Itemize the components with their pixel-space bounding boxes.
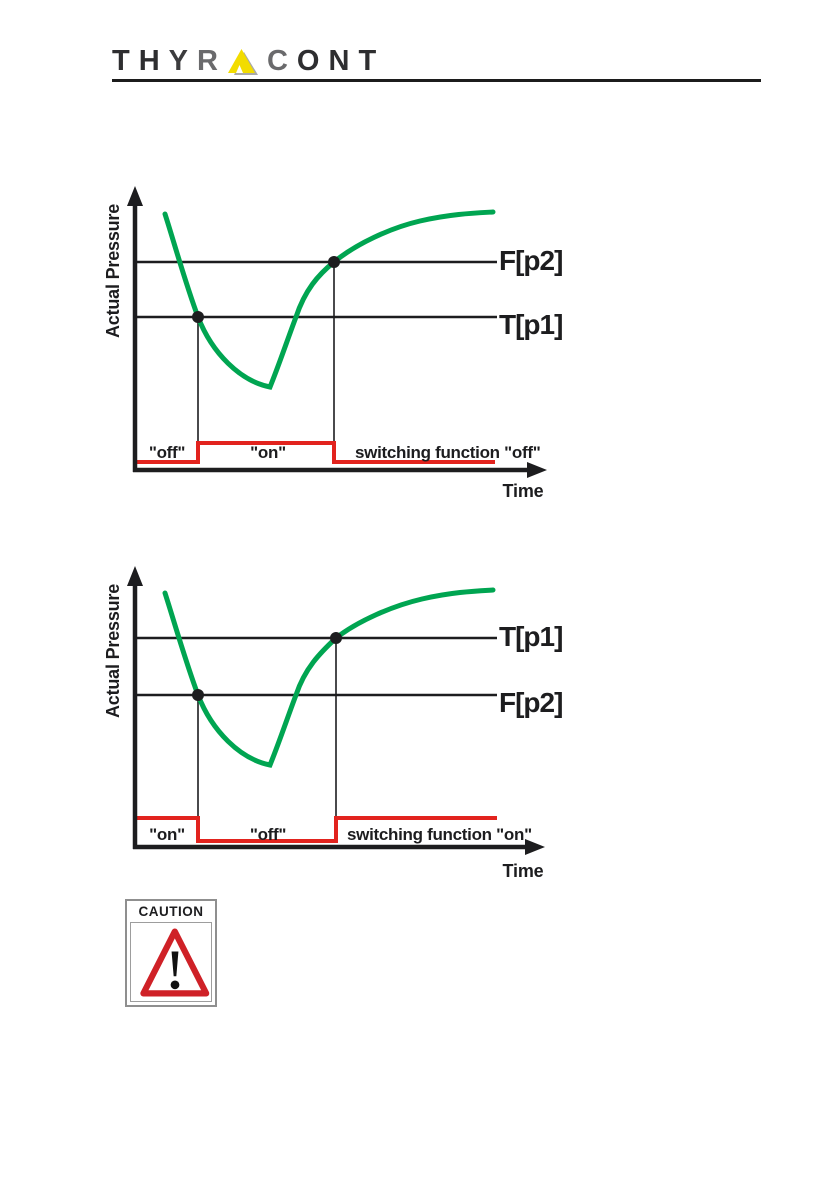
switch-state-label: "off"	[250, 825, 286, 844]
x-axis-label: Time	[503, 481, 544, 501]
threshold-label: F[p2]	[499, 687, 562, 718]
logo-letter: T	[112, 45, 130, 77]
x-axis-label: Time	[503, 861, 544, 881]
pressure-curve	[162, 587, 496, 768]
switch-point-dot	[330, 632, 342, 644]
switch-point-dot	[328, 256, 340, 268]
switch-state-label: "on"	[149, 825, 185, 844]
pressure-chart-switching-on: T[p1] F[p2] Actual Pressure Time "on" "off" sw…	[100, 560, 570, 895]
logo-letter: Y	[168, 45, 189, 77]
caution-inner-frame	[130, 922, 212, 1002]
switch-state-label: switching function "off"	[355, 443, 541, 462]
y-axis-label: Actual Pressure	[103, 584, 123, 718]
switch-state-label: "on"	[250, 443, 286, 462]
switch-state-label: "off"	[149, 443, 185, 462]
logo-letter: C	[266, 45, 288, 77]
switch-point-dot	[192, 311, 204, 323]
switch-state-label: switching function "on"	[347, 825, 532, 844]
y-axis-arrow-icon	[127, 186, 143, 206]
pressure-chart-switching-off: F[p2] T[p1] Actual Pressure Time "off" "on" sw…	[100, 180, 570, 515]
x-axis-arrow-icon	[525, 839, 545, 855]
exclamation-dot	[170, 980, 180, 990]
logo-letter: O	[296, 45, 320, 77]
warning-triangle-icon	[140, 928, 210, 997]
switching-function-on-diagram: T[p1] F[p2] Actual Pressure Time "on" "off" sw…	[103, 566, 563, 881]
caution-label: CAUTION	[138, 904, 204, 919]
threshold-label: T[p1]	[499, 621, 562, 652]
switching-signal-line	[136, 441, 495, 464]
exclamation-bar	[171, 951, 179, 977]
logo-letter: R	[197, 45, 218, 77]
header-rule	[112, 79, 761, 82]
logo-letter: T	[358, 45, 377, 77]
logo-triangle-icon	[227, 48, 258, 76]
threshold-label: F[p2]	[499, 245, 562, 276]
logo-letter: H	[138, 45, 160, 77]
caution-box: CAUTION	[125, 899, 217, 1007]
switching-signal-line	[136, 816, 497, 843]
y-axis-arrow-icon	[127, 566, 143, 586]
logo-letter: N	[328, 45, 350, 77]
switching-function-off-diagram: F[p2] T[p1] Actual Pressure Time "off" "on" sw…	[103, 186, 563, 501]
threshold-label: T[p1]	[499, 309, 562, 340]
x-axis-arrow-icon	[527, 462, 547, 478]
y-axis-label: Actual Pressure	[103, 204, 123, 338]
pressure-curve	[162, 209, 496, 390]
switch-point-dot	[192, 689, 204, 701]
